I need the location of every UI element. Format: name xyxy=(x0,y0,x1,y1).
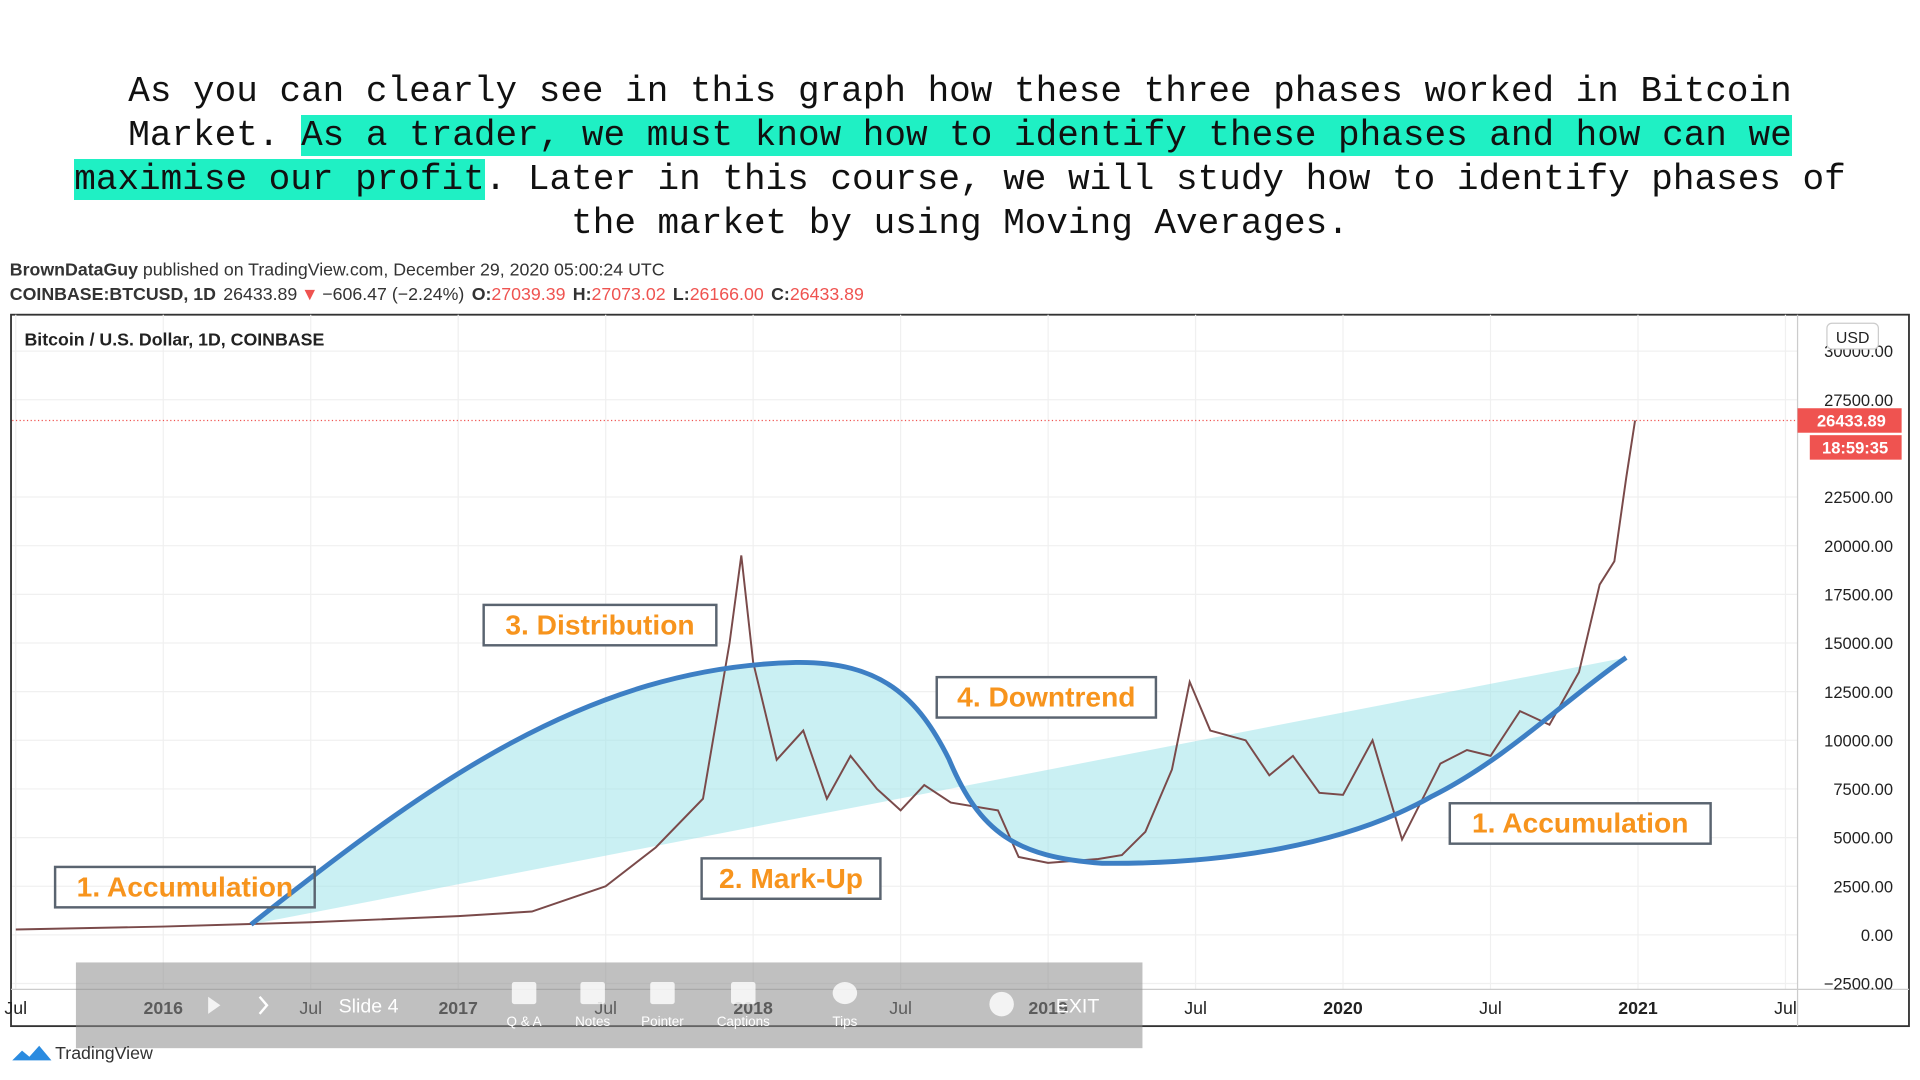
toolbar-icon xyxy=(731,982,756,1005)
ohlc-value: 27039.39 xyxy=(491,284,565,304)
published: published on TradingView.com, December 2… xyxy=(143,260,665,280)
y-tick-label: 27500.00 xyxy=(1824,391,1893,410)
annotation: 1. Accumulation xyxy=(1472,808,1688,839)
y-tick-label: 22500.00 xyxy=(1824,488,1893,507)
currency-box xyxy=(1826,322,1879,350)
toolbar-label: Q & A xyxy=(507,1014,542,1029)
toolbar-icon xyxy=(650,982,675,1005)
slide-toolbar xyxy=(75,962,1143,1049)
chart-frame xyxy=(10,313,1910,1028)
y-tick-label: −2500.00 xyxy=(1824,975,1893,994)
ohlc-key: H: xyxy=(573,284,592,304)
next-button xyxy=(258,995,269,1015)
header-line: BrownDataGuy published on TradingView.com… xyxy=(10,260,665,280)
currency: USD xyxy=(1836,330,1870,347)
ohlc-key: O: xyxy=(472,284,492,304)
ohlc-value: 27073.02 xyxy=(592,284,666,304)
annotation: 3. Distribution xyxy=(505,609,694,640)
last: 26433.89 xyxy=(223,284,297,304)
logo-icon xyxy=(12,1045,52,1061)
ohlc-key: L: xyxy=(673,284,690,304)
logo: TradingView xyxy=(12,1043,153,1063)
author: BrownDataGuy xyxy=(10,260,138,280)
ohlc-value: 26433.89 xyxy=(790,284,864,304)
toolbar-label: Notes xyxy=(575,1014,610,1029)
y-tick-label: 7500.00 xyxy=(1833,780,1893,799)
toolbar-item[interactable]: Q & A xyxy=(507,982,542,1029)
y-tick-label: 5000.00 xyxy=(1833,829,1893,848)
annotation: 1. Accumulation xyxy=(77,871,293,902)
slide-text: As you can clearly see in this graph how… xyxy=(0,70,1920,246)
toolbar-label: Pointer xyxy=(641,1014,684,1029)
y-tick-label: 15000.00 xyxy=(1824,634,1893,653)
logo-text: TradingView xyxy=(55,1043,153,1063)
x-tick-label: Jul xyxy=(1184,998,1207,1018)
ohlc-key: C: xyxy=(771,284,790,304)
text: As you can clearly see in this graph how… xyxy=(128,71,1792,156)
slide-number: Slide 4 xyxy=(339,996,399,1018)
y-tick-label: 0.00 xyxy=(1861,926,1893,945)
annotation-box xyxy=(700,857,882,900)
toolbar-icon xyxy=(511,982,537,1005)
symbol: COINBASE:BTCUSD, 1D xyxy=(10,284,216,304)
toolbar-label: Tips xyxy=(832,1014,857,1029)
countdown: 18:59:35 xyxy=(1822,439,1888,458)
toolbar-item[interactable]: Notes xyxy=(575,982,610,1029)
toolbar-item[interactable]: Pointer xyxy=(641,982,684,1029)
toolbar-item[interactable]: Captions xyxy=(717,982,770,1029)
text: . Later in this course, we will study ho… xyxy=(484,159,1846,244)
x-tick-label: Jul xyxy=(1479,998,1502,1018)
settings-icon xyxy=(989,991,1014,1017)
toolbar-icon xyxy=(832,982,858,1005)
price-tag-label: 26433.89 xyxy=(1817,412,1886,431)
chart-title: Bitcoin / U.S. Dollar, 1D, COINBASE xyxy=(24,329,324,349)
x-tick-label: Jul xyxy=(4,998,27,1018)
annotation-box xyxy=(53,865,316,909)
phase-shade xyxy=(251,657,1627,925)
y-tick-label: 17500.00 xyxy=(1824,585,1893,604)
annotation-box xyxy=(1448,802,1712,845)
annotation: 4. Downtrend xyxy=(957,682,1135,713)
annotation: 2. Mark-Up xyxy=(719,863,863,894)
phase-curve xyxy=(249,655,1628,927)
paragraph: As you can clearly see in this graph how… xyxy=(58,70,1862,246)
y-tick-label: 12500.00 xyxy=(1824,683,1893,702)
quote-line: COINBASE:BTCUSD, 1D 26433.89 ▼ −606.47 (−2.… xyxy=(10,284,864,304)
annotation-box xyxy=(482,603,718,647)
y-tick-label: 20000.00 xyxy=(1824,537,1893,556)
y-tick-label: 10000.00 xyxy=(1824,731,1893,750)
ohlc-value: 26166.00 xyxy=(690,284,764,304)
price-line xyxy=(15,420,1637,931)
exit-button[interactable]: EXIT xyxy=(1056,996,1100,1018)
x-tick-label: 2020 xyxy=(1323,998,1363,1018)
x-tick-label: 2021 xyxy=(1618,998,1658,1018)
annotation-box xyxy=(935,675,1158,719)
prev-button xyxy=(208,996,221,1014)
x-tick-label: Jul xyxy=(1774,998,1797,1018)
change: −606.47 (−2.24%) xyxy=(322,284,464,304)
arrow: ▼ xyxy=(301,284,319,304)
price-tag xyxy=(1797,408,1902,433)
toolbar-item[interactable]: Tips xyxy=(832,982,858,1029)
countdown-tag xyxy=(1809,435,1902,460)
toolbar-label: Captions xyxy=(717,1014,770,1029)
toolbar-icon xyxy=(580,982,605,1005)
y-tick-label: 2500.00 xyxy=(1833,877,1893,896)
